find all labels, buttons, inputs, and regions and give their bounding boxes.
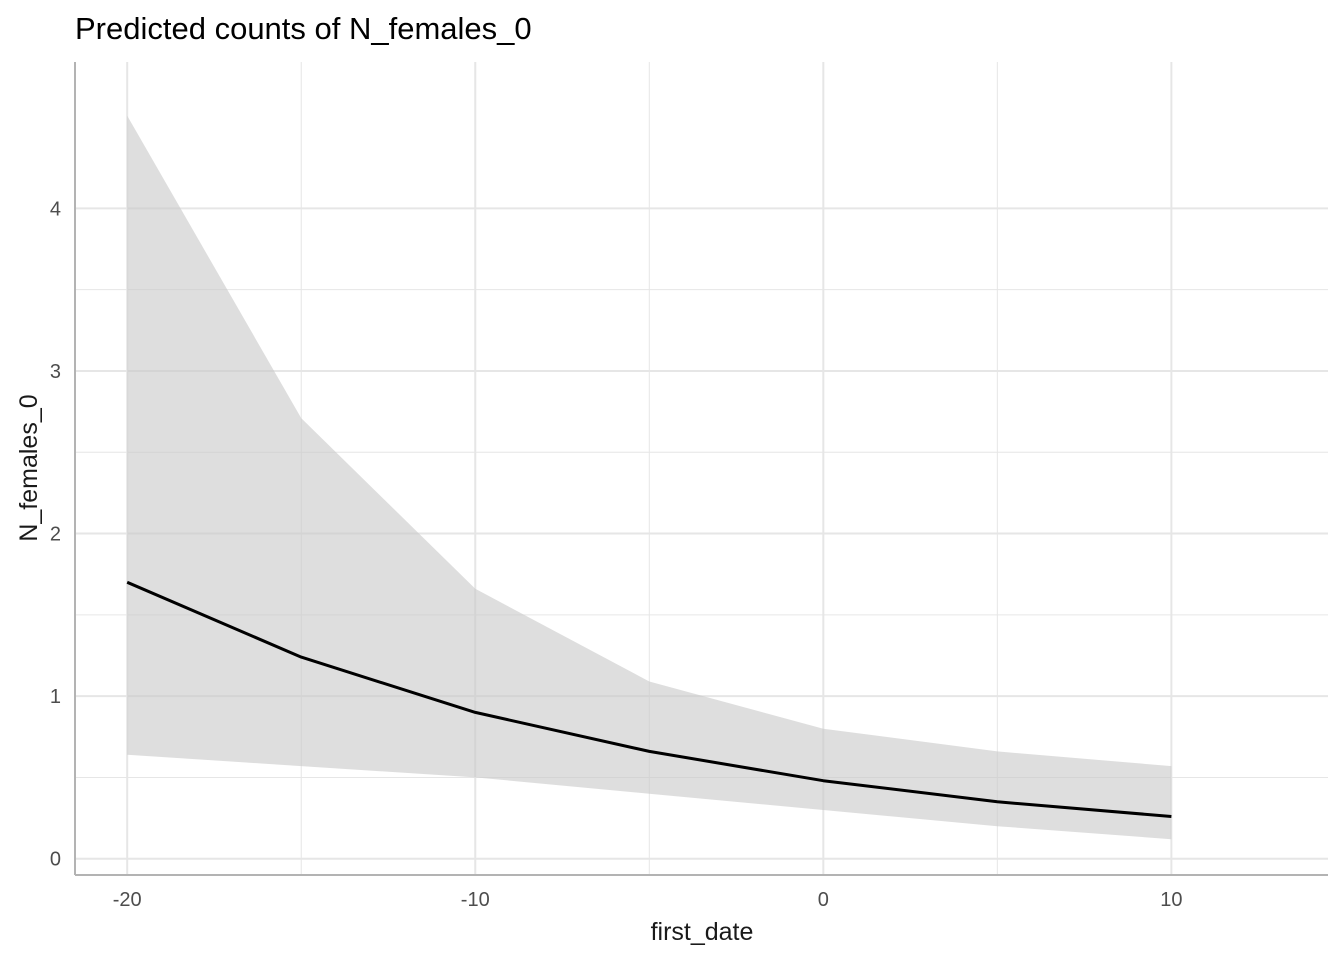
- x-axis-title: first_date: [651, 918, 754, 946]
- x-tick-label: 10: [1160, 889, 1182, 911]
- prediction-line: [126, 580, 1172, 818]
- y-tick-label: 0: [50, 849, 61, 871]
- confidence-band-layer: [127, 115, 1172, 840]
- x-tick-label: -10: [461, 889, 490, 911]
- y-tick-labels: 0 1 2 3 4: [50, 198, 61, 870]
- x-tick-labels: -20 -10 0 10: [113, 889, 1183, 911]
- y-tick-label: 3: [50, 361, 61, 383]
- x-tick-label: -20: [113, 889, 142, 911]
- y-tick-label: 4: [50, 198, 61, 220]
- confidence-band: [127, 115, 1172, 840]
- x-tick-label: 0: [818, 889, 829, 911]
- prediction-line-layer: [126, 580, 1172, 818]
- axes: [74, 62, 1328, 876]
- y-tick-label: 2: [50, 524, 61, 546]
- chart-title: Predicted counts of N_females_0: [75, 11, 532, 46]
- y-axis-title: N_females_0: [15, 394, 43, 541]
- y-tick-label: 1: [50, 686, 61, 708]
